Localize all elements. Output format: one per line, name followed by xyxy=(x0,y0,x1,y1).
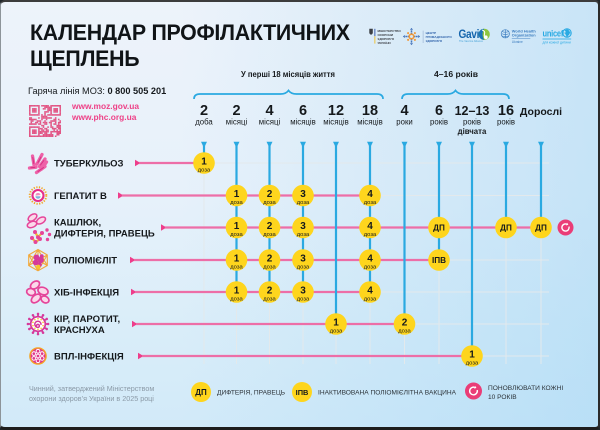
svg-text:2: 2 xyxy=(267,221,273,232)
svg-text:18: 18 xyxy=(362,103,378,119)
svg-text:unicef: unicef xyxy=(543,28,564,39)
svg-text:КРАСНУХА: КРАСНУХА xyxy=(54,325,105,336)
svg-text:Дорослі: Дорослі xyxy=(520,106,562,118)
svg-text:ПОЛІОМІЄЛІТ: ПОЛІОМІЄЛІТ xyxy=(54,255,117,266)
svg-text:доза: доза xyxy=(364,297,377,303)
svg-text:ДП: ДП xyxy=(500,224,512,233)
svg-text:доза: доза xyxy=(230,297,243,303)
svg-text:ВПЛ-ІНФЕКЦІЯ: ВПЛ-ІНФЕКЦІЯ xyxy=(54,351,124,362)
svg-text:КІР, ПАРОТИТ,: КІР, ПАРОТИТ, xyxy=(54,314,120,325)
svg-text:The Vaccine Alliance: The Vaccine Alliance xyxy=(459,39,483,43)
svg-text:доза: доза xyxy=(297,297,310,303)
svg-text:3: 3 xyxy=(300,254,306,265)
svg-text:1: 1 xyxy=(333,318,339,329)
svg-text:World Health: World Health xyxy=(512,29,537,34)
svg-text:4: 4 xyxy=(400,103,408,119)
svg-text:доза: доза xyxy=(364,265,377,271)
svg-text:доза: доза xyxy=(263,200,276,206)
svg-text:доза: доза xyxy=(230,232,243,238)
svg-text:4: 4 xyxy=(367,286,373,297)
svg-text:ІПВ: ІПВ xyxy=(432,256,446,265)
svg-text:2: 2 xyxy=(267,189,273,200)
svg-text:роки: роки xyxy=(396,118,412,127)
svg-text:ОХОРОНИ: ОХОРОНИ xyxy=(378,33,394,37)
svg-text:місяців: місяців xyxy=(290,118,316,127)
svg-text:3: 3 xyxy=(300,221,306,232)
svg-text:років: років xyxy=(497,118,515,127)
svg-text:Ukraine: Ukraine xyxy=(512,40,523,44)
svg-text:місяців: місяців xyxy=(357,118,383,127)
svg-text:років: років xyxy=(430,118,448,127)
svg-text:доза: доза xyxy=(398,329,411,335)
svg-text:ДП: ДП xyxy=(195,388,207,397)
svg-text:1: 1 xyxy=(234,221,240,232)
svg-text:місяці: місяці xyxy=(259,118,281,127)
svg-text:для кожної дитини: для кожної дитини xyxy=(543,40,571,44)
svg-text:4: 4 xyxy=(265,103,273,119)
svg-text:доза: доза xyxy=(198,168,211,174)
svg-text:доза: доза xyxy=(364,200,377,206)
svg-text:років: років xyxy=(463,118,481,127)
svg-text:доза: доза xyxy=(297,265,310,271)
svg-text:2: 2 xyxy=(232,103,240,119)
svg-text:3: 3 xyxy=(300,286,306,297)
svg-text:ДП: ДП xyxy=(433,224,445,233)
svg-text:доба: доба xyxy=(195,118,213,127)
svg-text:МІНІСТЕРСТВО: МІНІСТЕРСТВО xyxy=(378,29,402,33)
svg-text:ТУБЕРКУЛЬОЗ: ТУБЕРКУЛЬОЗ xyxy=(54,158,124,169)
svg-text:16: 16 xyxy=(498,103,514,119)
svg-text:4: 4 xyxy=(367,254,373,265)
svg-text:ДИФТЕРІЯ, ПРАВЕЦЬ: ДИФТЕРІЯ, ПРАВЕЦЬ xyxy=(54,229,155,240)
svg-text:дівчата: дівчата xyxy=(458,127,487,136)
svg-text:доза: доза xyxy=(230,265,243,271)
svg-text:2: 2 xyxy=(267,254,273,265)
svg-text:1: 1 xyxy=(234,286,240,297)
svg-text:доза: доза xyxy=(297,200,310,206)
svg-text:ХІБ-ІНФЕКЦІЯ: ХІБ-ІНФЕКЦІЯ xyxy=(54,287,119,298)
svg-text:10 РОКІВ: 10 РОКІВ xyxy=(488,394,517,401)
svg-text:доза: доза xyxy=(466,361,479,367)
svg-text:1: 1 xyxy=(201,157,207,168)
svg-text:ІНАКТИВОВАНА ПОЛІОМІЄЛІТНА ВАК: ІНАКТИВОВАНА ПОЛІОМІЄЛІТНА ВАКЦИНА xyxy=(318,390,457,397)
svg-text:КАШЛЮК,: КАШЛЮК, xyxy=(54,217,101,228)
svg-text:4: 4 xyxy=(367,189,373,200)
svg-text:УКРАЇНИ: УКРАЇНИ xyxy=(378,41,392,45)
svg-text:3: 3 xyxy=(300,189,306,200)
svg-text:ДИФТЕРІЯ, ПРАВЕЦЬ: ДИФТЕРІЯ, ПРАВЕЦЬ xyxy=(217,390,285,397)
svg-text:1: 1 xyxy=(234,254,240,265)
svg-text:1: 1 xyxy=(234,189,240,200)
svg-text:4–16 років: 4–16 років xyxy=(434,69,478,79)
svg-text:У перші 18 місяців життя: У перші 18 місяців життя xyxy=(241,69,335,79)
svg-text:1: 1 xyxy=(469,350,475,361)
svg-text:Gavi: Gavi xyxy=(459,29,480,42)
svg-text:доза: доза xyxy=(230,200,243,206)
svg-text:2: 2 xyxy=(267,286,273,297)
svg-text:2: 2 xyxy=(200,103,208,119)
svg-text:6: 6 xyxy=(435,103,443,119)
svg-text:доза: доза xyxy=(330,329,343,335)
svg-text:доза: доза xyxy=(263,297,276,303)
svg-text:доза: доза xyxy=(297,232,310,238)
svg-text:6: 6 xyxy=(299,103,307,119)
svg-text:доза: доза xyxy=(263,265,276,271)
svg-text:ЗДОРОВ’Я: ЗДОРОВ’Я xyxy=(378,37,395,41)
svg-text:доза: доза xyxy=(364,232,377,238)
svg-text:ГРОМАДСЬКОГО: ГРОМАДСЬКОГО xyxy=(426,35,453,39)
svg-text:12–13: 12–13 xyxy=(455,104,490,118)
svg-text:ЗДОРОВ’Я: ЗДОРОВ’Я xyxy=(426,39,443,43)
svg-text:місяців: місяців xyxy=(323,118,349,127)
svg-text:ІПВ: ІПВ xyxy=(296,388,309,397)
svg-text:12: 12 xyxy=(328,103,344,119)
svg-text:ГЕПАТИТ В: ГЕПАТИТ В xyxy=(54,191,107,202)
svg-text:Organization: Organization xyxy=(512,33,536,38)
svg-text:ПОНОВЛЮВАТИ КОЖНІ: ПОНОВЛЮВАТИ КОЖНІ xyxy=(488,385,563,392)
svg-text:ЦЕНТР: ЦЕНТР xyxy=(426,31,437,35)
svg-text:доза: доза xyxy=(263,232,276,238)
svg-text:2: 2 xyxy=(402,318,408,329)
svg-text:4: 4 xyxy=(367,221,373,232)
svg-text:ДП: ДП xyxy=(535,224,547,233)
svg-text:місяці: місяці xyxy=(226,118,248,127)
